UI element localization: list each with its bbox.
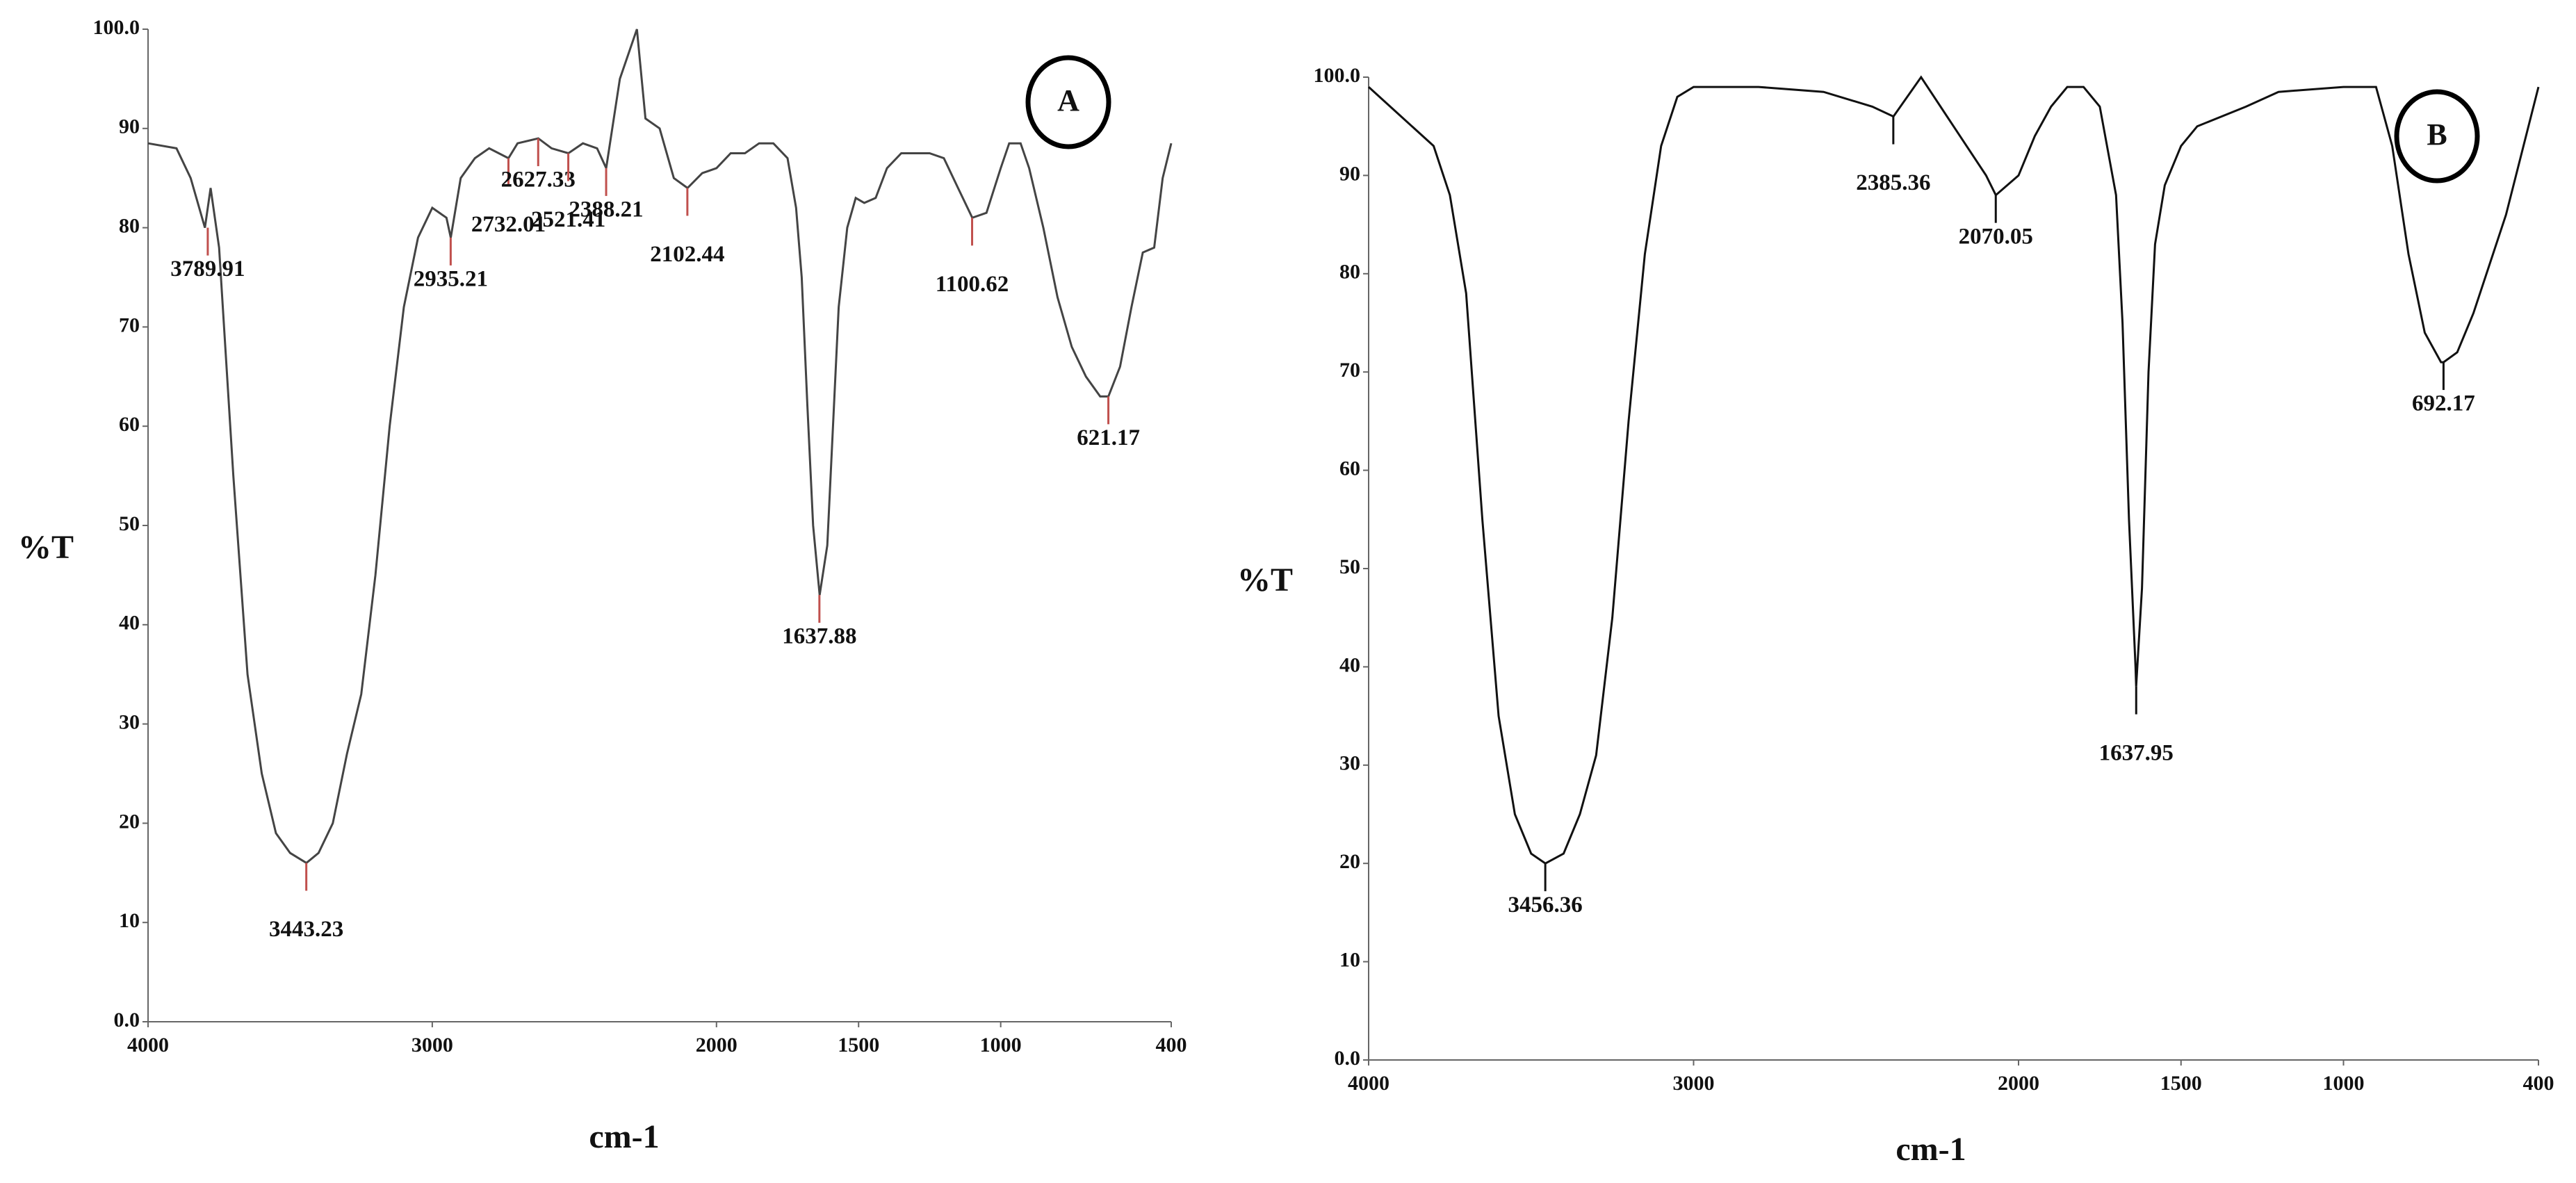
spectrum-line xyxy=(147,28,1173,865)
peak-label: 1637.95 xyxy=(2099,740,2174,765)
y-tick-label: 80 xyxy=(1339,261,1360,284)
peak-label: 2627.33 xyxy=(501,168,576,193)
spectrum-line xyxy=(1367,75,2540,865)
y-tick-label: 60 xyxy=(119,413,140,436)
x-tick-label: 3000 xyxy=(411,1034,453,1056)
y-tick-label: 0.0 xyxy=(1335,1047,1361,1070)
x-tick-label: 1000 xyxy=(2323,1072,2365,1095)
x-tick-label: 1000 xyxy=(980,1034,1022,1056)
title-circle xyxy=(2394,89,2480,183)
y-axis-label: %T xyxy=(1237,562,1293,598)
y-tick-label: 70 xyxy=(119,313,140,336)
y-tick-label: 100.0 xyxy=(93,16,140,39)
peak-label: 3456.36 xyxy=(1508,892,1583,917)
peak-label: 2070.05 xyxy=(1959,224,2033,249)
peak-label: 3789.91 xyxy=(170,256,245,282)
y-tick-label: 100.0 xyxy=(1314,64,1361,87)
panel-title: A xyxy=(1057,83,1079,117)
peak-label: 621.17 xyxy=(1077,425,1140,450)
y-tick-label: 10 xyxy=(119,909,140,932)
x-axis-label: cm-1 xyxy=(1896,1131,1966,1168)
peak-label: 2521.41 xyxy=(531,207,605,232)
y-tick-label: 90 xyxy=(119,115,140,138)
peak-label: 2935.21 xyxy=(414,266,488,291)
y-tick-label: 70 xyxy=(1339,359,1360,382)
y-tick-label: 40 xyxy=(1339,653,1360,676)
y-tick-label: 20 xyxy=(119,810,140,833)
title-circle xyxy=(1025,55,1111,149)
y-tick-label: 50 xyxy=(119,512,140,535)
y-tick-label: 50 xyxy=(1339,555,1360,578)
x-tick-label: 400 xyxy=(1156,1034,1187,1056)
y-tick-label: 30 xyxy=(1339,752,1360,775)
peak-label: 2102.44 xyxy=(650,242,724,267)
y-tick-label: 30 xyxy=(119,710,140,733)
x-axis-label: cm-1 xyxy=(589,1118,659,1155)
y-tick-label: 80 xyxy=(119,214,140,237)
peak-label: 1100.62 xyxy=(936,272,1009,297)
y-tick-label: 60 xyxy=(1339,457,1360,480)
x-tick-label: 400 xyxy=(2523,1072,2554,1095)
peak-label: 2388.21 xyxy=(569,197,643,222)
x-tick-label: 4000 xyxy=(127,1034,169,1056)
peak-label: 1637.88 xyxy=(782,624,856,649)
x-tick-label: 2000 xyxy=(696,1034,737,1056)
y-axis-label: %T xyxy=(18,529,74,566)
y-tick-label: 90 xyxy=(1339,162,1360,185)
x-tick-label: 2000 xyxy=(1998,1072,2039,1095)
y-tick-label: 0.0 xyxy=(114,1009,140,1031)
panel: 0.0 10 20 30 40 50 60 70 80 90 100.0 4000 3000 2000 15… xyxy=(18,16,1187,1155)
y-tick-label: 20 xyxy=(1339,850,1360,873)
x-tick-label: 1500 xyxy=(2160,1072,2202,1095)
peak-label: 3443.23 xyxy=(269,917,343,942)
x-tick-label: 3000 xyxy=(1673,1072,1715,1095)
peak-label: 2732.01 xyxy=(471,212,546,237)
panel-title: B xyxy=(2427,117,2447,152)
x-tick-label: 1500 xyxy=(838,1034,879,1056)
peak-label: 2385.36 xyxy=(1856,170,1930,195)
panel: 0.0 10 20 30 40 50 60 70 80 90 100.0 4000 3000 2000 15… xyxy=(1237,64,2554,1168)
peak-label: 692.17 xyxy=(2412,391,2475,416)
y-tick-label: 40 xyxy=(119,612,140,635)
x-tick-label: 4000 xyxy=(1348,1072,1389,1095)
y-tick-label: 10 xyxy=(1339,948,1360,971)
